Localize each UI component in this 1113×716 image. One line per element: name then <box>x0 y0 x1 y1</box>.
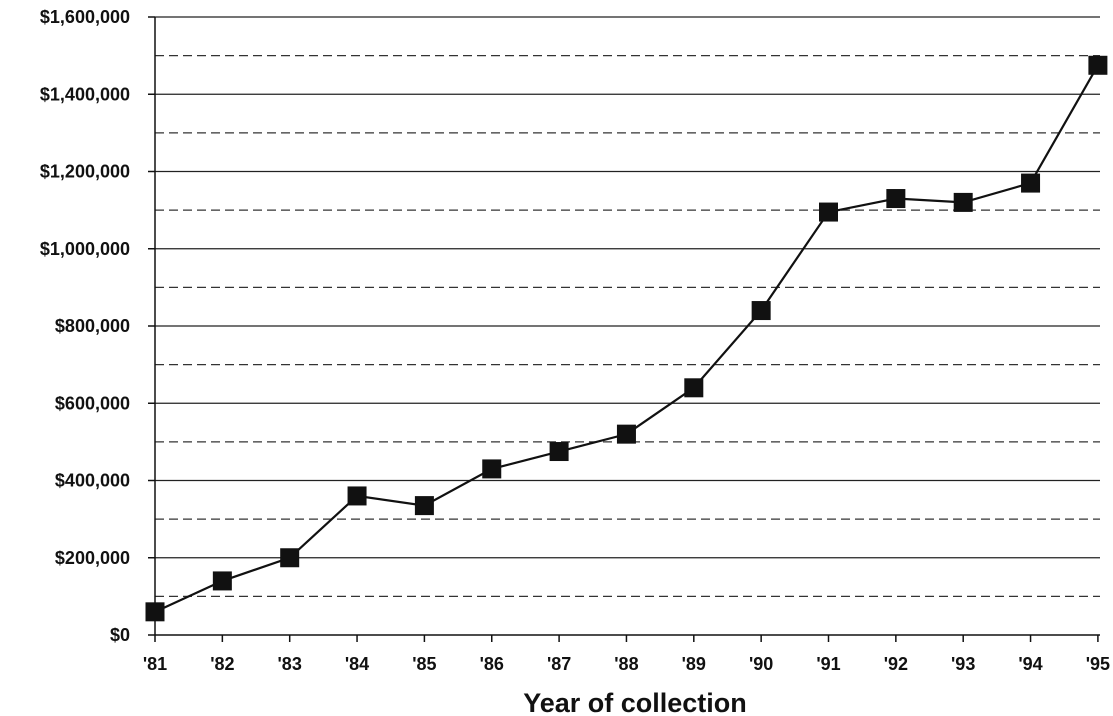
x-tick-label: '89 <box>682 654 706 674</box>
x-tick-label: '95 <box>1086 654 1110 674</box>
y-tick-label: $800,000 <box>55 316 130 336</box>
data-point-marker <box>1021 173 1041 193</box>
y-tick-label: $200,000 <box>55 548 130 568</box>
data-point-marker <box>886 189 906 209</box>
y-tick-label: $1,000,000 <box>40 239 130 259</box>
gridlines <box>155 16 1100 597</box>
x-tick-label: '86 <box>480 654 504 674</box>
x-tick-label: '82 <box>210 654 234 674</box>
x-tick-labels: '81 '82 '83 '84 '85 '86 '87 '88 '89 '90 '91 '92 '93 '… <box>143 654 1110 674</box>
data-point-marker <box>819 202 838 222</box>
data-point-marker <box>414 496 434 516</box>
axes <box>148 16 1100 642</box>
x-tick-label: '81 <box>143 654 167 674</box>
data-point-marker <box>280 548 300 568</box>
data-point-marker <box>953 192 973 212</box>
y-tick-label: $1,200,000 <box>40 162 130 182</box>
data-point-marker <box>616 424 636 444</box>
y-tick-labels: $0 $200,000 $400,000 $600,000 $800,000 $1,000… <box>40 7 130 645</box>
data-point-marker <box>751 301 771 321</box>
y-tick-label: $1,600,000 <box>40 7 130 27</box>
series <box>145 55 1108 622</box>
x-tick-label: '93 <box>951 654 975 674</box>
x-tick-label: '85 <box>412 654 436 674</box>
x-tick-label: '83 <box>278 654 302 674</box>
series-line <box>154 64 1099 613</box>
x-tick-label: '84 <box>345 654 369 674</box>
data-point-marker <box>482 459 502 479</box>
x-tick-label: '87 <box>547 654 571 674</box>
y-tick-label: $0 <box>110 625 130 645</box>
y-tick-label: $400,000 <box>55 471 130 491</box>
data-point-marker <box>684 378 704 398</box>
data-point-marker <box>347 486 367 506</box>
y-tick-label: $1,400,000 <box>40 84 130 104</box>
data-point-marker <box>145 602 165 622</box>
x-tick-label: '91 <box>816 654 840 674</box>
x-tick-label: '90 <box>749 654 773 674</box>
data-point-marker <box>549 442 569 462</box>
x-axis-label: Year of collection <box>523 688 747 716</box>
x-tick-label: '92 <box>884 654 908 674</box>
x-tick-label: '94 <box>1018 654 1042 674</box>
data-point-marker <box>1088 55 1108 75</box>
y-tick-label: $600,000 <box>55 393 130 413</box>
x-tick-label: '88 <box>614 654 638 674</box>
data-point-marker <box>212 571 232 591</box>
